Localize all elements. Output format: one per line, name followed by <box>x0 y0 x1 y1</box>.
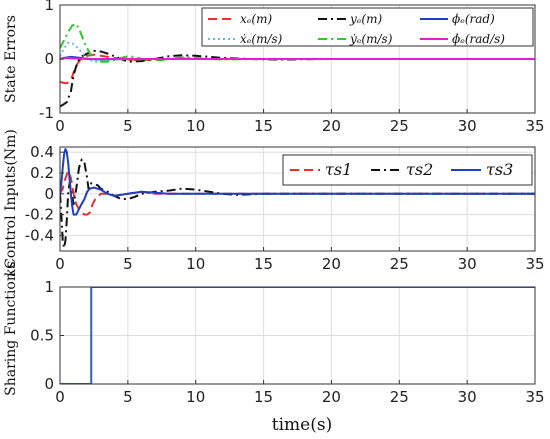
legend-label: ẏₑ(m/s) <box>349 32 393 46</box>
x-tick-label: 0 <box>55 388 65 406</box>
y-axis-label: Control Inputs(Nm) <box>3 129 19 269</box>
x-tick-label: 35 <box>525 388 544 406</box>
y-tick-label: -1 <box>39 104 54 122</box>
legend-label: xₑ(m) <box>240 12 272 26</box>
axes-frame <box>59 146 536 252</box>
y-tick-label: 0.5 <box>30 327 54 345</box>
series-line-1-5 <box>60 22 535 63</box>
y-tick-label: 1 <box>44 0 54 14</box>
x-tick-label: 25 <box>390 117 409 135</box>
x-tick-label: 5 <box>123 388 133 406</box>
x-tick-label: 5 <box>123 255 133 273</box>
y-tick-label: 1 <box>44 278 54 296</box>
x-tick-label: 5 <box>123 117 133 135</box>
legend-label: ẋₑ(m/s) <box>240 32 283 46</box>
y-tick-label: -0.2 <box>25 206 54 224</box>
x-tick-label: 10 <box>186 117 205 135</box>
y-axis-label-symbol: ks <box>3 261 19 277</box>
x-tick-label: 25 <box>390 255 409 273</box>
series-line-3-1 <box>60 287 535 384</box>
x-tick-label: 30 <box>458 117 477 135</box>
legend-label: yₑ(m) <box>349 12 382 26</box>
legend-box <box>201 7 534 47</box>
legend-label: ϕₑ(rad) <box>452 12 495 26</box>
y-tick-label: 0.4 <box>30 143 54 161</box>
x-tick-label: 0 <box>55 117 65 135</box>
y-axis-label: State Errors <box>3 15 19 103</box>
x-tick-label: 20 <box>322 255 341 273</box>
series-line-2-2 <box>60 158 535 249</box>
y-axis-label: Sharing Function <box>3 272 19 396</box>
x-tick-label: 15 <box>254 255 273 273</box>
x-tick-label: 20 <box>322 388 341 406</box>
y-tick-label: 0 <box>44 185 54 203</box>
y-tick-label: -0.4 <box>25 226 54 244</box>
x-axis-label: time(s) <box>272 415 332 435</box>
x-tick-label: 20 <box>322 117 341 135</box>
y-tick-label: 0 <box>44 50 54 68</box>
x-tick-label: 15 <box>254 117 273 135</box>
legend-label: τs1 <box>325 160 352 179</box>
x-tick-label: 35 <box>525 255 544 273</box>
series-line-2-3 <box>60 148 535 216</box>
x-tick-label: 30 <box>458 255 477 273</box>
series-line-1-4 <box>60 41 535 63</box>
x-tick-label: 35 <box>525 117 544 135</box>
x-tick-label: 25 <box>390 388 409 406</box>
legend-label: τs3 <box>486 160 513 179</box>
x-tick-label: 30 <box>458 388 477 406</box>
x-tick-label: 15 <box>254 388 273 406</box>
legend-label: τs2 <box>406 160 433 179</box>
x-tick-label: 10 <box>186 388 205 406</box>
x-tick-label: 10 <box>186 255 205 273</box>
legend-label: ϕ̇ₑ(rad/s) <box>452 32 505 46</box>
y-tick-label: 0.2 <box>30 164 54 182</box>
series-line-1-6 <box>60 56 535 60</box>
x-tick-label: 0 <box>55 255 65 273</box>
y-tick-label: 0 <box>44 375 54 393</box>
legend-box <box>282 154 533 186</box>
